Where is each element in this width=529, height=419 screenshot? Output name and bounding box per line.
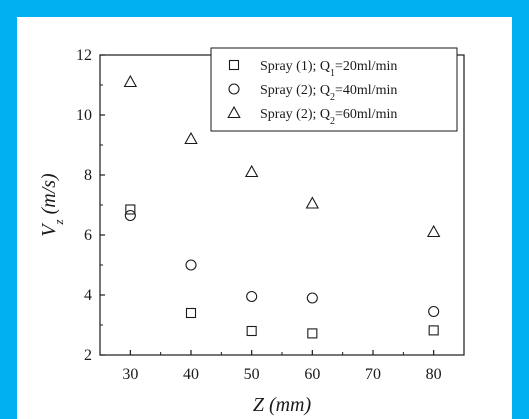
legend-circle-icon — [228, 83, 240, 95]
data-point-triangle — [184, 131, 198, 145]
chart-panel: 30 40 50 60 70 80 2 4 6 8 10 12 Z (mm) Vz (m/s) Spray … — [17, 17, 512, 419]
legend: Spray (1); Q1=20ml/min Spray (2); Q2=40ml… — [210, 47, 458, 132]
legend-triangle-icon — [227, 105, 241, 119]
data-point-triangle — [123, 74, 138, 88]
y-tick-label: 10 — [76, 107, 92, 124]
y-tick-label: 4 — [84, 287, 92, 304]
series-3-triangle — [123, 74, 441, 238]
legend-entry-3: Spray (2); Q2=60ml/min — [260, 107, 397, 127]
data-point-square — [428, 325, 439, 336]
series-1-square — [125, 204, 439, 339]
y-tick-label: 12 — [76, 47, 92, 64]
x-tick-label: 70 — [365, 366, 381, 383]
data-point-square — [307, 328, 318, 339]
data-point-circle — [428, 305, 440, 318]
legend-entry-1: Spray (1); Q1=20ml/min — [260, 59, 397, 79]
data-point-circle — [306, 292, 318, 304]
x-axis-label: Z (mm) — [253, 394, 312, 416]
data-point-square — [185, 307, 197, 319]
data-point-circle — [124, 209, 136, 222]
data-point-circle — [185, 259, 197, 271]
data-point-square — [125, 204, 136, 215]
x-tick-label: 40 — [183, 366, 199, 383]
legend-box — [210, 47, 458, 132]
series-2-circle — [124, 209, 440, 318]
data-point-triangle — [426, 224, 441, 238]
x-tick-label: 50 — [244, 366, 260, 383]
y-tick-label: 6 — [84, 227, 92, 244]
x-tick-label: 30 — [122, 366, 138, 383]
scatter-chart: 30 40 50 60 70 80 2 4 6 8 10 12 Z (mm) Vz (m/s) Spray … — [38, 47, 465, 416]
data-point-triangle — [244, 164, 259, 178]
data-point-triangle — [305, 196, 320, 209]
x-tick-label: 60 — [304, 366, 320, 383]
legend-entry-2: Spray (2); Q2=40ml/min — [260, 83, 397, 103]
x-tick-label: 80 — [426, 366, 442, 383]
legend-square-icon — [228, 59, 240, 71]
data-point-square — [246, 325, 257, 337]
data-point-circle — [246, 290, 258, 303]
y-tick-label: 2 — [84, 347, 92, 364]
y-tick-label: 8 — [84, 167, 92, 184]
y-axis-label: Vz (m/s) — [38, 173, 66, 237]
